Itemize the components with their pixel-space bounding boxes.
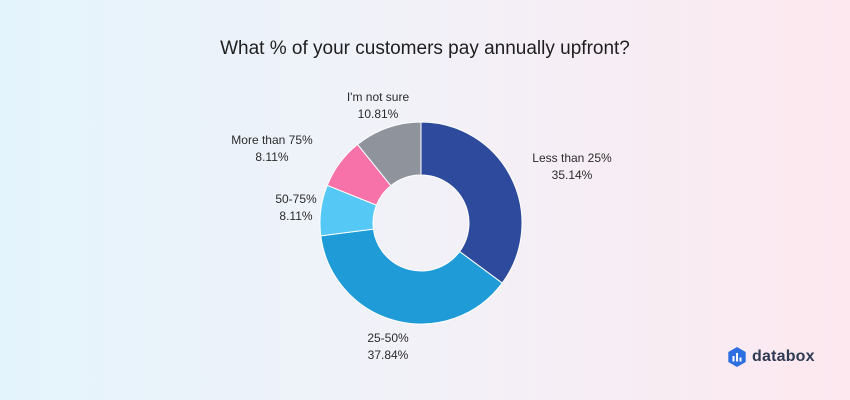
slice-label: I'm not sure	[347, 90, 410, 104]
slice-label: More than 75%	[231, 133, 313, 147]
slice-label: Less than 25%	[532, 151, 612, 165]
databox-logo-icon	[728, 347, 746, 367]
slice-value-label: 37.84%	[368, 348, 409, 362]
slice-value-label: 8.11%	[255, 150, 288, 164]
slice-less-than-25	[420, 121, 523, 284]
slice-value-label: 35.14%	[552, 168, 593, 182]
slice-label: 50-75%	[275, 192, 317, 206]
slice-label: 25-50%	[367, 331, 409, 345]
chart-title: What % of your customers pay annually up…	[220, 38, 630, 59]
brand-logo: databox	[728, 347, 815, 367]
brand-name: databox	[752, 348, 815, 365]
slice-i-m-not-sure	[356, 121, 422, 187]
slice-value-label: 8.11%	[279, 209, 312, 223]
slice-25-50	[320, 228, 503, 325]
slice-value-label: 10.81%	[358, 107, 399, 121]
